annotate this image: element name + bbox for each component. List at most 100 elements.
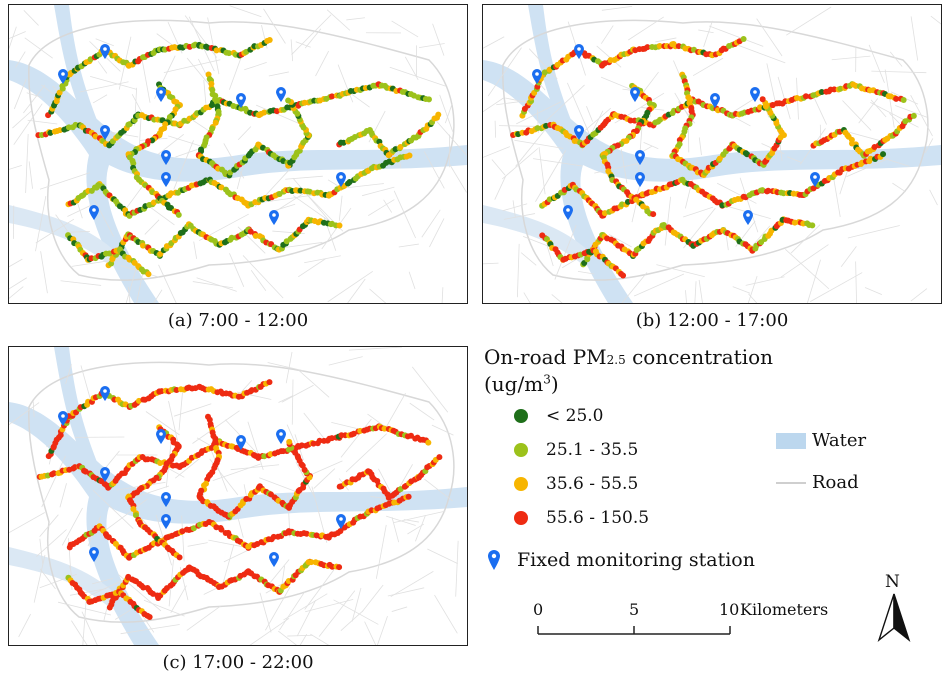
pm25-point [802, 93, 809, 100]
legend-class-2: 25.1 - 35.5 [514, 440, 638, 460]
station-marker-icon [100, 44, 110, 59]
pm25-point [336, 222, 343, 229]
pm25-point [261, 109, 268, 116]
pm25-point [900, 97, 907, 104]
scale-tick-0: 0 [533, 600, 544, 619]
pm25-point [765, 187, 772, 194]
station-marker-icon [161, 150, 171, 165]
station-marker-icon [100, 467, 110, 482]
pm25-point [285, 97, 292, 104]
legend-unit: (ug/m3) [484, 372, 559, 396]
caption-b: (b) 12:00 - 17:00 [635, 310, 789, 331]
pm25-point [168, 190, 175, 197]
scale-tick-5: 5 [629, 600, 640, 619]
legend-swatch [514, 409, 528, 423]
pm25-point [620, 272, 627, 279]
station-marker-icon [100, 125, 110, 140]
legend-swatch [514, 511, 528, 525]
station-marker-icon [156, 429, 166, 444]
legend-swatch [514, 443, 528, 457]
pm25-point [273, 108, 280, 115]
pm25-point [435, 111, 442, 118]
pm25-point [740, 36, 747, 43]
map-panel-a [8, 4, 468, 304]
legend-water: Water [776, 430, 866, 451]
scale-unit: Kilometers [740, 600, 829, 619]
pm25-point [880, 151, 887, 158]
legend-unit-main: (ug/m [484, 372, 544, 396]
pm25-point [893, 95, 900, 102]
road-swatch [776, 481, 806, 484]
pm25-point [132, 512, 139, 519]
pm25-point [105, 534, 112, 541]
station-marker-icon [276, 87, 286, 102]
pm25-point [759, 96, 766, 103]
pm25-point [406, 152, 413, 159]
road-network [9, 5, 467, 303]
map-c-canvas [9, 347, 467, 645]
station-marker-icon [710, 93, 720, 108]
caption-c: (c) 17:00 - 22:00 [162, 652, 314, 673]
north-arrow-icon [877, 593, 911, 643]
legend-class-4: 55.6 - 150.5 [514, 508, 649, 528]
pm25-point [328, 93, 335, 100]
map-panel-b [482, 4, 942, 304]
legend-road: Road [776, 472, 859, 493]
station-marker-icon [269, 210, 279, 225]
legend-title-main: On-road PM [484, 345, 607, 369]
pm25-point [50, 470, 57, 477]
station-marker-icon [574, 44, 584, 59]
pm25-point [910, 112, 917, 119]
station-marker-icon [635, 150, 645, 165]
pm25-point [270, 533, 277, 540]
station-marker-icon [236, 93, 246, 108]
pm25-point [831, 86, 838, 93]
legend-unit-sup: 3 [543, 372, 551, 387]
caption-a: (a) 7:00 - 12:00 [167, 310, 309, 331]
monitoring-stations [58, 386, 346, 567]
legend-class-label: 35.6 - 55.5 [546, 474, 639, 494]
legend-unit-tail: ) [550, 372, 559, 396]
pm25-point [656, 42, 663, 49]
station-label: Fixed monitoring station [517, 549, 755, 571]
station-marker-icon [563, 205, 573, 220]
station-marker-icon [276, 429, 286, 444]
legend-swatch [514, 477, 528, 491]
pm25-point [644, 44, 651, 51]
station-marker-icon [100, 386, 110, 401]
legend-class-3: 35.6 - 55.5 [514, 474, 638, 494]
pm25-point [266, 36, 273, 43]
pm25-point [308, 559, 315, 566]
station-marker-icon [750, 87, 760, 102]
station-marker-icon [336, 172, 346, 187]
pm25-point [266, 379, 273, 386]
map-panel-c [8, 346, 468, 646]
pm25-point [261, 453, 268, 460]
pm25-point [408, 432, 415, 439]
station-marker-icon [161, 514, 171, 529]
water-swatch [776, 432, 806, 449]
pm25-point [328, 435, 335, 442]
legend-class-label: < 25.0 [546, 406, 604, 426]
station-marker-icon [630, 87, 640, 102]
map-b-canvas [483, 5, 941, 303]
station-marker-icon [58, 411, 68, 426]
pm25-point [212, 119, 219, 126]
pm25-point [228, 234, 235, 241]
pm25-point [213, 47, 220, 54]
pm25-point [56, 127, 63, 134]
station-marker-icon [89, 547, 99, 562]
pm25-point [218, 526, 225, 533]
station-marker-icon [161, 172, 171, 187]
pm25-point [757, 104, 764, 111]
legend-title-tail: concentration [625, 345, 774, 369]
scale-tick-10: 10 [719, 600, 740, 619]
pm25-point [146, 613, 153, 620]
pm25-point [56, 89, 63, 96]
pm25-point [809, 222, 816, 229]
station-marker-icon [161, 492, 171, 507]
legend-class-label: 55.6 - 150.5 [546, 508, 650, 528]
pm25-tracks [36, 379, 443, 620]
station-marker-icon [58, 69, 68, 84]
pm25-point [176, 554, 183, 561]
